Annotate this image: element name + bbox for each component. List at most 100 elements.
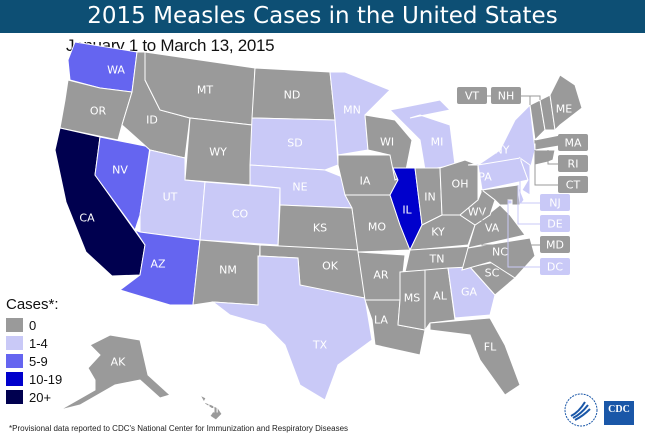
state-label: OR xyxy=(90,105,107,118)
legend-swatch xyxy=(6,336,23,350)
state-ms[interactable] xyxy=(397,269,426,331)
state-label: AL xyxy=(433,290,448,303)
callout-box xyxy=(558,155,588,172)
state-label: KS xyxy=(313,222,327,235)
state-or[interactable] xyxy=(59,79,133,141)
legend-swatch xyxy=(6,354,23,368)
state-ny[interactable] xyxy=(477,103,536,172)
state-ak[interactable] xyxy=(59,334,171,411)
state-label: MI xyxy=(431,136,444,149)
state-label: VT xyxy=(465,90,480,103)
hhs-logo-icon xyxy=(564,393,598,427)
state-label: NH xyxy=(498,90,515,103)
state-label: UT xyxy=(163,191,178,204)
callout-box xyxy=(558,176,588,193)
state-label: ND xyxy=(284,89,301,102)
legend-item: 1-4 xyxy=(6,334,62,352)
legend-swatch xyxy=(6,390,23,404)
state-label: PA xyxy=(478,171,492,184)
state-label: DC xyxy=(547,261,563,274)
state-label: CO xyxy=(232,208,249,221)
state-nc[interactable] xyxy=(461,237,536,279)
legend-label: 5-9 xyxy=(29,353,48,369)
state-label: MN xyxy=(343,104,361,117)
state-label: MO xyxy=(368,221,386,234)
callout-box xyxy=(540,215,570,232)
state-label: CT xyxy=(566,179,581,192)
callout-box xyxy=(540,258,570,275)
legend: Cases*: 0 1-4 5-9 10-19 20+ xyxy=(6,296,62,406)
state-tx[interactable] xyxy=(211,255,373,401)
state-label: NE xyxy=(292,181,307,194)
state-label: ID xyxy=(146,114,158,127)
state-label: MS xyxy=(404,292,420,305)
state-label: AR xyxy=(373,269,389,282)
state-dc[interactable] xyxy=(507,199,513,205)
state-label: IN xyxy=(424,191,435,204)
state-label: TX xyxy=(312,339,328,352)
callout-box xyxy=(558,134,588,151)
state-ri[interactable] xyxy=(547,149,556,163)
state-label: DE xyxy=(547,218,562,231)
legend-label: 20+ xyxy=(29,389,52,405)
state-fl[interactable] xyxy=(429,317,521,396)
state-sd[interactable] xyxy=(249,117,339,171)
state-me[interactable] xyxy=(549,74,583,132)
state-label: WA xyxy=(107,64,125,77)
callout-box xyxy=(491,87,521,104)
state-label: NY xyxy=(495,144,510,157)
state-label: WY xyxy=(209,146,227,159)
state-label: WI xyxy=(380,136,394,149)
state-mi[interactable] xyxy=(388,99,456,171)
state-label: LA xyxy=(374,314,388,327)
state-hi[interactable] xyxy=(198,393,223,421)
legend-item: 20+ xyxy=(6,388,62,406)
legend-item: 5-9 xyxy=(6,352,62,370)
state-label: KY xyxy=(431,226,445,239)
state-label: CA xyxy=(79,212,95,225)
legend-label: 1-4 xyxy=(29,335,48,351)
leader-line xyxy=(517,185,540,225)
leader-line xyxy=(534,140,558,144)
state-label: IL xyxy=(402,204,412,217)
leader-line xyxy=(481,190,540,246)
leader-line xyxy=(507,200,540,268)
state-label: AZ xyxy=(150,258,166,271)
state-label: NC xyxy=(492,246,508,259)
state-label: OK xyxy=(322,260,339,273)
state-label: NV xyxy=(112,164,128,177)
state-label: RI xyxy=(568,158,579,171)
state-label: MT xyxy=(197,84,213,97)
state-label: SD xyxy=(287,137,302,150)
state-label: SC xyxy=(485,267,500,280)
legend-item: 10-19 xyxy=(6,370,62,388)
state-ct[interactable] xyxy=(534,149,549,166)
footnote: *Provisional data reported to CDC's Nati… xyxy=(9,424,349,433)
state-label: VA xyxy=(485,222,500,235)
state-label: MD xyxy=(546,239,564,252)
state-label: ME xyxy=(556,103,572,116)
state-label: NM xyxy=(219,264,237,277)
legend-label: 0 xyxy=(29,317,37,333)
state-label: IA xyxy=(360,175,371,188)
legend-item: 0 xyxy=(6,316,62,334)
legend-title: Cases*: xyxy=(6,296,59,313)
state-label: MA xyxy=(564,137,581,150)
leader-line xyxy=(534,150,558,186)
state-label: TN xyxy=(429,253,445,266)
state-label: AK xyxy=(111,356,127,369)
leader-line xyxy=(547,150,558,165)
callout-box xyxy=(540,194,570,211)
leader-line xyxy=(519,158,540,204)
state-label: GA xyxy=(461,286,478,299)
state-label: FL xyxy=(484,341,497,354)
state-nv[interactable] xyxy=(94,136,151,232)
state-label: HI xyxy=(207,403,219,416)
state-label: NJ xyxy=(549,197,560,210)
state-nj[interactable] xyxy=(518,156,531,196)
cdc-logo: CDC xyxy=(604,401,634,425)
page-title: 2015 Measles Cases in the United States xyxy=(0,0,645,33)
callout-box xyxy=(457,87,487,104)
